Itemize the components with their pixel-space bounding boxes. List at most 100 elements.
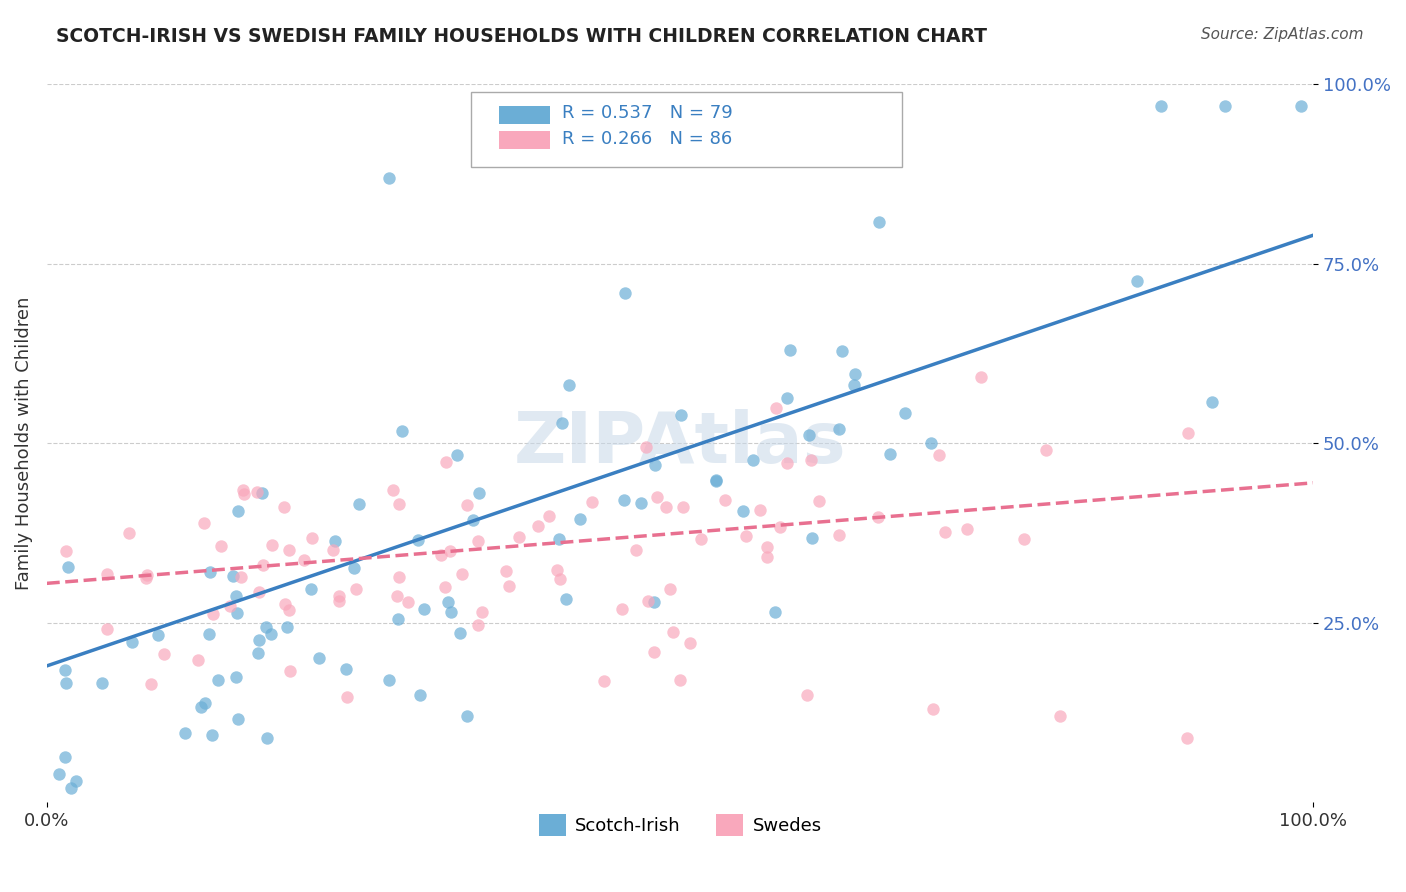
- Point: [776, 457, 799, 471]
- Point: [922, 702, 945, 716]
- Point: [731, 504, 754, 518]
- Point: [53, 663, 76, 677]
- Point: [637, 594, 659, 608]
- Point: [91, 675, 114, 690]
- Point: [498, 579, 520, 593]
- Point: [742, 452, 765, 467]
- Point: [879, 447, 901, 461]
- Point: [256, 731, 278, 745]
- Point: [328, 593, 350, 607]
- Point: [246, 485, 269, 500]
- Point: [449, 626, 471, 640]
- Point: [550, 572, 572, 586]
- Point: [222, 568, 245, 582]
- Point: [328, 589, 350, 603]
- Point: [274, 597, 297, 611]
- Point: [299, 582, 322, 596]
- Point: [645, 491, 668, 505]
- Point: [756, 549, 779, 564]
- Point: [378, 170, 401, 185]
- Point: [382, 483, 405, 497]
- Point: [800, 453, 823, 467]
- Point: [409, 688, 432, 702]
- Point: [769, 520, 792, 534]
- Point: [225, 670, 247, 684]
- Point: [440, 605, 463, 619]
- Point: [956, 522, 979, 536]
- Point: [146, 628, 169, 642]
- Point: [554, 591, 576, 606]
- Point: [1126, 274, 1149, 288]
- Point: [1213, 99, 1236, 113]
- Point: [335, 662, 357, 676]
- Point: [388, 569, 411, 583]
- Point: [60, 780, 83, 795]
- Point: [55, 544, 77, 558]
- Point: [153, 648, 176, 662]
- Point: [920, 436, 942, 450]
- FancyBboxPatch shape: [499, 106, 550, 124]
- Point: [55, 675, 77, 690]
- Point: [434, 455, 457, 469]
- Point: [1289, 99, 1312, 113]
- Point: [467, 617, 489, 632]
- Point: [278, 664, 301, 678]
- Point: [756, 540, 779, 554]
- Point: [247, 584, 270, 599]
- Point: [247, 646, 270, 660]
- Point: [343, 561, 366, 575]
- Point: [828, 422, 851, 436]
- Point: [610, 601, 633, 615]
- Point: [643, 595, 665, 609]
- Point: [121, 635, 143, 649]
- Point: [56, 560, 79, 574]
- Point: [190, 700, 212, 714]
- FancyBboxPatch shape: [471, 92, 901, 167]
- Point: [1012, 532, 1035, 546]
- Point: [446, 448, 468, 462]
- Point: [408, 533, 430, 548]
- Text: R = 0.537   N = 79: R = 0.537 N = 79: [562, 104, 733, 122]
- Point: [868, 510, 890, 524]
- Point: [344, 582, 367, 596]
- Point: [828, 528, 851, 542]
- Point: [893, 406, 915, 420]
- Point: [96, 622, 118, 636]
- Point: [546, 563, 568, 577]
- Point: [252, 486, 274, 500]
- Point: [201, 728, 224, 742]
- Point: [779, 343, 801, 357]
- Point: [308, 651, 330, 665]
- Point: [278, 603, 301, 617]
- Point: [226, 606, 249, 620]
- Point: [658, 582, 681, 596]
- Point: [643, 644, 665, 658]
- Point: [765, 401, 787, 416]
- Point: [868, 215, 890, 229]
- Point: [547, 532, 569, 546]
- Point: [797, 427, 820, 442]
- Point: [801, 531, 824, 545]
- Point: [347, 497, 370, 511]
- Point: [200, 565, 222, 579]
- Point: [252, 558, 274, 572]
- Point: [292, 553, 315, 567]
- Point: [323, 534, 346, 549]
- Point: [613, 285, 636, 300]
- Point: [174, 726, 197, 740]
- Point: [48, 766, 70, 780]
- Text: SCOTCH-IRISH VS SWEDISH FAMILY HOUSEHOLDS WITH CHILDREN CORRELATION CHART: SCOTCH-IRISH VS SWEDISH FAMILY HOUSEHOLD…: [56, 27, 987, 45]
- Point: [456, 709, 478, 723]
- Point: [1150, 99, 1173, 113]
- Point: [198, 627, 221, 641]
- Point: [808, 494, 831, 508]
- Point: [468, 486, 491, 500]
- Point: [226, 503, 249, 517]
- Point: [734, 529, 756, 543]
- Point: [714, 492, 737, 507]
- Point: [581, 495, 603, 509]
- Point: [450, 566, 472, 581]
- Point: [209, 539, 232, 553]
- Point: [763, 605, 786, 619]
- Point: [1177, 425, 1199, 440]
